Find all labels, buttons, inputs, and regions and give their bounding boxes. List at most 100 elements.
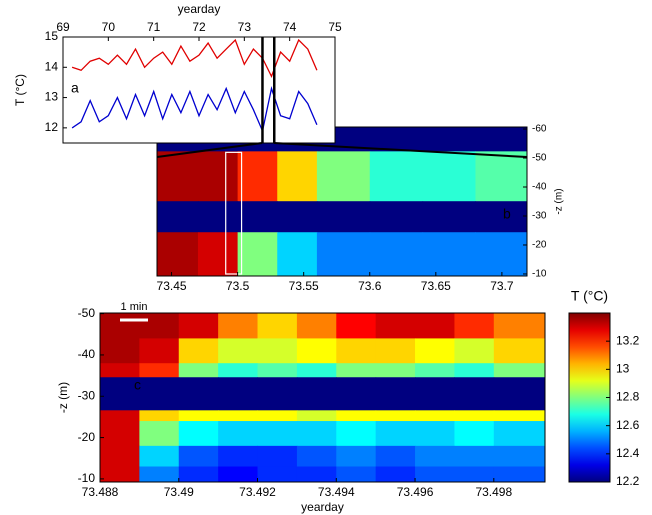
heatmap-cell — [415, 313, 455, 339]
heatmap-cell — [139, 377, 180, 411]
heatmap-cell — [296, 363, 337, 378]
x-tick-label: 73.494 — [318, 485, 355, 499]
scale-bar-label: 1 min — [121, 301, 148, 313]
heatmap-cell — [139, 445, 180, 468]
heatmap-cell — [100, 421, 140, 447]
heatmap-cell — [336, 445, 377, 468]
heatmap-cell — [139, 421, 180, 447]
heatmap-cell — [316, 201, 371, 233]
y-axis-label: -z (m) — [554, 188, 565, 214]
heatmap-cell — [336, 313, 377, 339]
heatmap-cell — [369, 151, 424, 202]
plot-frame — [99, 312, 546, 483]
x-tick-label: 72 — [192, 20, 206, 34]
x-tick-label: 73.7 — [490, 279, 514, 293]
colorbar-tick-label: 13 — [616, 362, 630, 376]
heatmap-cell — [257, 377, 298, 411]
heatmap-cell — [277, 151, 318, 202]
heatmap-cell — [336, 466, 377, 483]
panel-label: a — [71, 80, 79, 96]
heatmap-cell — [493, 377, 546, 411]
heatmap-cell — [237, 232, 278, 277]
heatmap-cell — [475, 127, 528, 152]
heatmap-cell — [475, 201, 528, 233]
heatmap-cell — [336, 410, 377, 422]
heatmap-cell — [493, 313, 546, 339]
heatmap-cell — [375, 338, 416, 364]
heatmap-cell — [100, 338, 140, 364]
heatmap-cell — [157, 201, 199, 233]
heatmap-cell — [178, 338, 219, 364]
heatmap-cell — [375, 377, 416, 411]
y-tick-label: -30 — [78, 388, 96, 402]
panel-label: b — [503, 206, 511, 222]
heatmap-cell — [100, 377, 140, 411]
heatmap-cell — [336, 363, 377, 378]
plot-background — [63, 37, 335, 143]
heatmap-cell — [454, 363, 495, 378]
y-tick-label: 15 — [45, 29, 59, 43]
x-tick-label: 70 — [102, 20, 116, 34]
x-tick-label: 73.6 — [358, 279, 382, 293]
heatmap-cell — [296, 377, 337, 411]
heatmap-cell — [139, 363, 180, 378]
heatmap-cell — [257, 410, 298, 422]
heatmap-cell — [218, 410, 259, 422]
x-tick-label: 73.496 — [397, 485, 434, 499]
y-tick-label: -50 — [78, 306, 96, 320]
zoom-connector — [156, 142, 263, 158]
series-line — [71, 86, 318, 134]
x-tick-label: 73.488 — [82, 485, 119, 499]
x-tick-label: 73.492 — [239, 485, 276, 499]
heatmap-cell — [257, 313, 298, 339]
x-tick-label: 75 — [328, 20, 342, 34]
heatmap-cell — [100, 313, 140, 339]
heatmap-cell — [178, 466, 219, 483]
heatmap-cell — [178, 313, 219, 339]
heatmap-cell — [197, 201, 239, 233]
x-tick-label: 73.498 — [475, 485, 512, 499]
y-tick-label: 14 — [45, 59, 59, 73]
panel: 69 70 71 72 73 74 75 12 13 14 15 yearday T (°C) a — [13, 2, 342, 144]
heatmap-cell — [422, 151, 476, 202]
heatmap-cell — [178, 410, 219, 422]
y-tick-label: -10 — [78, 471, 96, 485]
heatmap-cell — [218, 466, 259, 483]
heatmap-cell — [277, 232, 318, 277]
colorbar-tick-label: 12.6 — [616, 418, 640, 432]
heatmap-cell — [475, 151, 528, 202]
panel-label: c — [134, 377, 141, 393]
series-line — [71, 38, 318, 79]
heatmap-cell — [197, 151, 239, 202]
x-tick-label: 71 — [147, 20, 161, 34]
heatmap-cell — [493, 410, 546, 422]
heatmap-cell — [237, 151, 278, 202]
x-tick-label: 73.45 — [157, 279, 187, 293]
heatmap-cell — [375, 363, 416, 378]
heatmap-cell — [100, 466, 140, 483]
heatmap-cell — [454, 410, 495, 422]
heatmap-cell — [422, 201, 476, 233]
heatmap-cell — [415, 421, 455, 447]
heatmap-cell — [197, 232, 239, 277]
heatmap-cell — [296, 338, 337, 364]
heatmap-cell — [375, 410, 416, 422]
plot-frame — [156, 126, 528, 277]
heatmap-cell — [157, 151, 199, 202]
heatmap-cell — [336, 338, 377, 364]
panel: 73.488 73.49 73.492 73.494 73.496 73.498 -50 -4… — [56, 288, 640, 514]
heatmap-cell — [454, 338, 495, 364]
heatmap-cell — [415, 338, 455, 364]
y-axis-label: -z (m) — [56, 382, 70, 413]
x-tick-label: 73.55 — [289, 279, 319, 293]
heatmap-cell — [139, 338, 180, 364]
heatmap-cell — [493, 363, 546, 378]
heatmap-cell — [415, 445, 455, 468]
y-tick-label: 13 — [45, 90, 59, 104]
heatmap-cell — [316, 232, 371, 277]
colorbar-title: T (°C) — [571, 288, 608, 304]
heatmap-cell — [369, 232, 424, 277]
y-tick-label: -60 — [532, 124, 547, 135]
colorbar-tick-label: 12.4 — [616, 446, 640, 460]
